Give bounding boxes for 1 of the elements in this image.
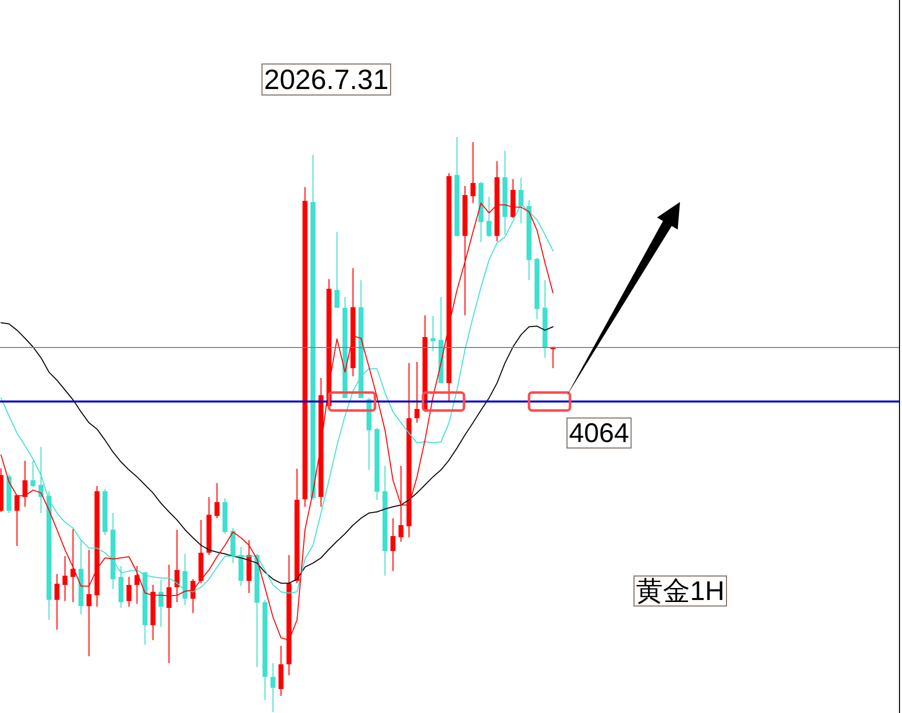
- title: 2026.7.31: [262, 64, 392, 96]
